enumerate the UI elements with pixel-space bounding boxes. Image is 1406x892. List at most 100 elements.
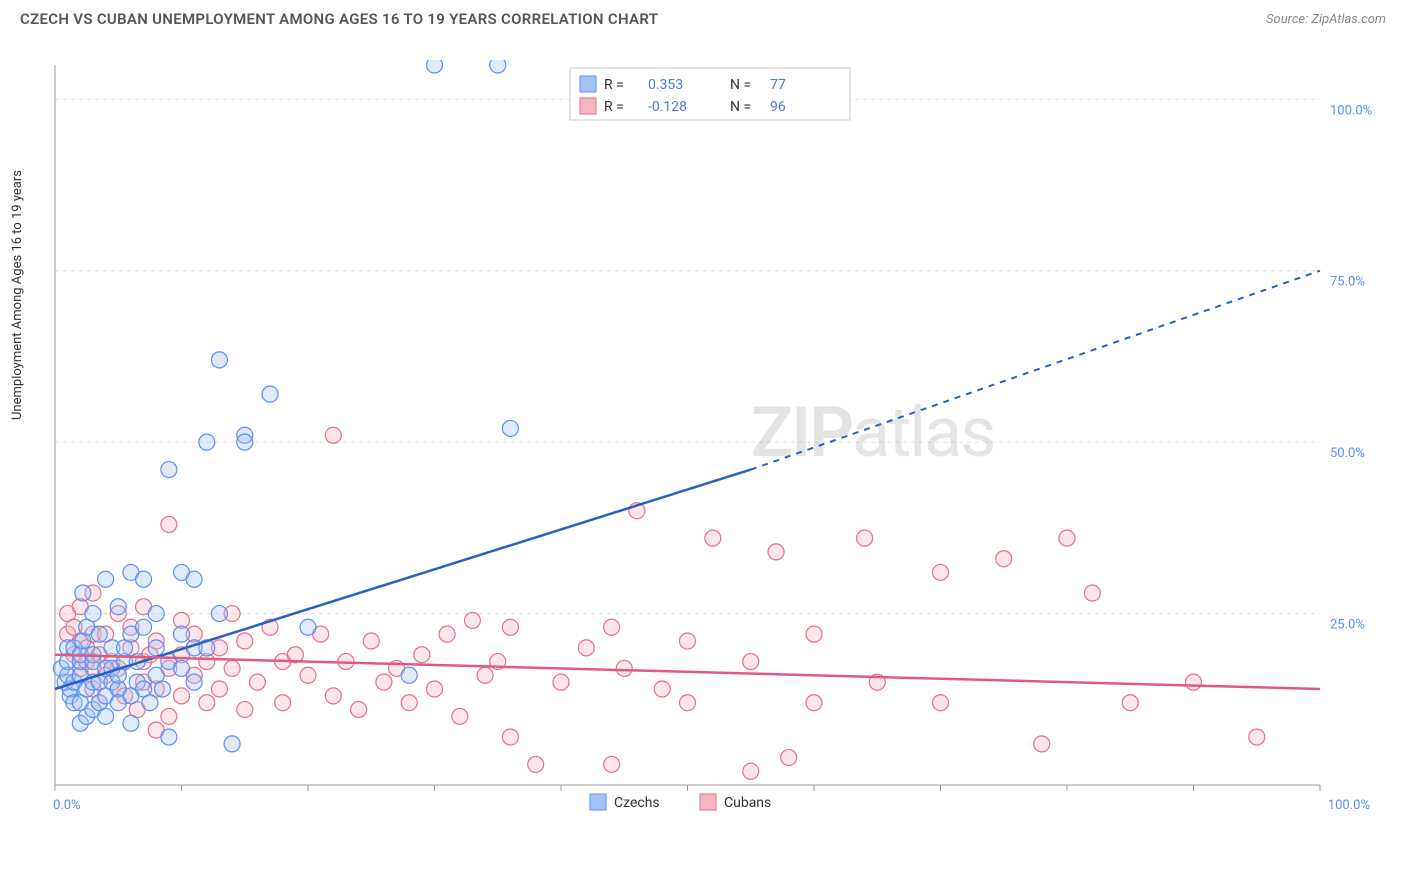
n-value-cubans: 96 xyxy=(770,99,786,115)
data-point-cubans xyxy=(1034,736,1050,752)
data-point-czechs xyxy=(237,434,253,450)
r-label-cubans: R = xyxy=(604,99,624,115)
data-point-czechs xyxy=(211,352,227,368)
data-point-cubans xyxy=(996,551,1012,567)
data-point-czechs xyxy=(136,571,152,587)
data-point-cubans xyxy=(237,633,253,649)
data-point-czechs xyxy=(148,606,164,622)
data-point-cubans xyxy=(680,633,696,649)
chart-area: 25.0%50.0%75.0%100.0%0.0%100.0%ZIPatlasR… xyxy=(50,60,1380,820)
scatter-plot-svg: 25.0%50.0%75.0%100.0%0.0%100.0%ZIPatlasR… xyxy=(50,60,1380,820)
data-point-cubans xyxy=(604,619,620,635)
y-tick-label: 100.0% xyxy=(1330,103,1372,118)
data-point-cubans xyxy=(502,619,518,635)
data-point-cubans xyxy=(275,695,291,711)
data-point-cubans xyxy=(224,660,240,676)
data-point-cubans xyxy=(604,756,620,772)
x-origin-label: 0.0% xyxy=(53,798,81,813)
data-point-cubans xyxy=(616,660,632,676)
data-point-czechs xyxy=(155,681,171,697)
data-point-czechs xyxy=(427,60,443,73)
data-point-cubans xyxy=(439,626,455,642)
data-point-czechs xyxy=(148,640,164,656)
data-point-cubans xyxy=(1249,729,1265,745)
r-value-czechs: 0.353 xyxy=(648,77,683,93)
legend-swatch-czechs xyxy=(580,76,596,92)
data-point-cubans xyxy=(806,695,822,711)
data-point-czechs xyxy=(161,462,177,478)
data-point-cubans xyxy=(743,763,759,779)
data-point-cubans xyxy=(502,729,518,745)
legend-swatch-cubans xyxy=(580,98,596,114)
data-point-cubans xyxy=(743,654,759,670)
data-point-cubans xyxy=(452,708,468,724)
data-point-cubans xyxy=(376,674,392,690)
y-tick-label: 75.0% xyxy=(1330,275,1365,290)
data-point-cubans xyxy=(781,750,797,766)
data-point-cubans xyxy=(654,681,670,697)
data-point-cubans xyxy=(249,674,265,690)
y-tick-label: 25.0% xyxy=(1330,618,1365,633)
r-label-czechs: R = xyxy=(604,77,624,93)
chart-title: CZECH VS CUBAN UNEMPLOYMENT AMONG AGES 1… xyxy=(20,10,658,28)
data-point-cubans xyxy=(477,667,493,683)
bottom-label-czechs: Czechs xyxy=(614,795,660,811)
data-point-czechs xyxy=(300,619,316,635)
data-point-czechs xyxy=(98,708,114,724)
data-point-cubans xyxy=(211,681,227,697)
data-point-cubans xyxy=(351,702,367,718)
data-point-czechs xyxy=(174,626,190,642)
data-point-cubans xyxy=(325,688,341,704)
data-point-cubans xyxy=(857,530,873,546)
data-point-czechs xyxy=(142,695,158,711)
data-point-cubans xyxy=(1186,674,1202,690)
data-point-cubans xyxy=(161,708,177,724)
data-point-cubans xyxy=(199,695,215,711)
data-point-cubans xyxy=(161,516,177,532)
data-point-czechs xyxy=(123,715,139,731)
data-point-cubans xyxy=(1059,530,1075,546)
data-point-cubans xyxy=(578,640,594,656)
data-point-cubans xyxy=(363,633,379,649)
data-point-czechs xyxy=(186,571,202,587)
r-value-cubans: -0.128 xyxy=(648,99,687,115)
data-point-czechs xyxy=(262,386,278,402)
data-point-czechs xyxy=(211,606,227,622)
data-point-cubans xyxy=(414,647,430,663)
data-point-czechs xyxy=(75,585,91,601)
n-label-cubans: N = xyxy=(730,99,751,115)
data-point-czechs xyxy=(85,606,101,622)
data-point-cubans xyxy=(680,695,696,711)
data-point-czechs xyxy=(174,660,190,676)
data-point-czechs xyxy=(98,571,114,587)
data-point-czechs xyxy=(502,420,518,436)
data-point-cubans xyxy=(1084,585,1100,601)
data-point-cubans xyxy=(705,530,721,546)
data-point-cubans xyxy=(300,667,316,683)
bottom-swatch-cubans xyxy=(700,794,716,810)
data-point-cubans xyxy=(464,612,480,628)
data-point-czechs xyxy=(110,599,126,615)
data-point-cubans xyxy=(401,695,417,711)
data-point-czechs xyxy=(136,619,152,635)
trendline-cubans xyxy=(55,655,1320,689)
data-point-cubans xyxy=(933,564,949,580)
data-point-cubans xyxy=(325,427,341,443)
x-end-label: 100.0% xyxy=(1328,798,1370,813)
data-point-cubans xyxy=(174,688,190,704)
data-point-cubans xyxy=(768,544,784,560)
data-point-cubans xyxy=(237,702,253,718)
y-axis-label: Unemployment Among Ages 16 to 19 years xyxy=(10,170,25,420)
n-value-czechs: 77 xyxy=(770,77,786,93)
data-point-cubans xyxy=(1122,695,1138,711)
data-point-czechs xyxy=(199,434,215,450)
data-point-czechs xyxy=(490,60,506,73)
data-point-cubans xyxy=(528,756,544,772)
bottom-swatch-czechs xyxy=(590,794,606,810)
data-point-cubans xyxy=(806,626,822,642)
n-label-czechs: N = xyxy=(730,77,751,93)
data-point-czechs xyxy=(186,674,202,690)
data-point-cubans xyxy=(553,674,569,690)
trendline-czechs xyxy=(55,470,751,689)
data-point-cubans xyxy=(427,681,443,697)
